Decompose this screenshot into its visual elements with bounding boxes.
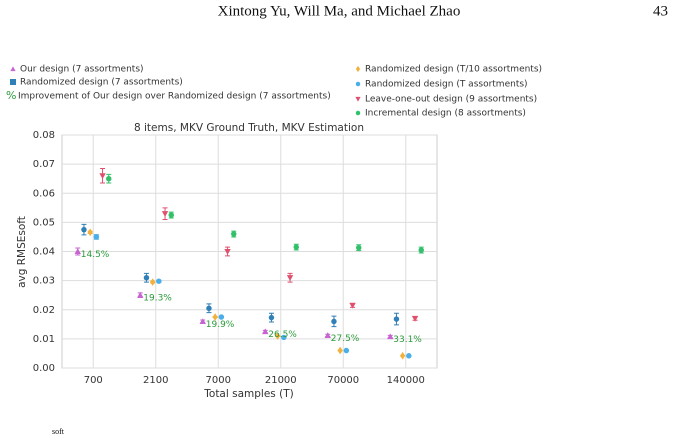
legend-label: Our design (7 assortments) (20, 65, 144, 75)
data-point (231, 231, 237, 237)
data-point (218, 314, 225, 320)
data-point (411, 315, 419, 322)
data-point (199, 318, 206, 324)
legend-marker (10, 79, 16, 85)
y-tick-label: 0.08 (33, 130, 55, 141)
data-point (286, 275, 294, 281)
data-point (400, 351, 406, 360)
legend-label: Leave-one-out design (9 assortments) (365, 95, 537, 105)
data-point (281, 334, 287, 341)
data-point (137, 291, 144, 298)
improvement-annotation: 19.9% (206, 320, 235, 330)
y-tick-label: 0.05 (33, 217, 55, 228)
data-point (331, 318, 337, 325)
data-point (343, 347, 350, 354)
data-point (356, 244, 362, 251)
y-tick-label: 0.03 (33, 276, 55, 287)
x-tick-label: 140000 (387, 375, 425, 386)
data-point (275, 332, 281, 340)
data-point (81, 226, 87, 233)
legend-label: Randomized design (T assortments) (365, 80, 528, 90)
legend-marker (355, 65, 361, 73)
improvement-annotation: 33.1% (393, 335, 422, 345)
data-point (387, 333, 394, 340)
data-point (224, 248, 231, 255)
x-tick-label: 2100 (143, 375, 168, 386)
legend-symbol: % (6, 89, 16, 102)
y-tick-label: 0.07 (33, 159, 55, 170)
data-point (74, 248, 81, 255)
data-point (337, 346, 343, 355)
improvement-annotation: 27.5% (331, 334, 360, 344)
data-point (150, 278, 156, 286)
x-tick-label: 700 (84, 375, 103, 386)
footer-fragment: soft (52, 427, 65, 435)
x-tick-label: 7000 (206, 375, 231, 386)
legend-label: Randomized design (T/10 assortments) (365, 65, 542, 75)
data-point (293, 244, 299, 250)
legend-label: Improvement of Our design over Randomize… (18, 92, 331, 102)
data-point (99, 173, 106, 179)
data-point (156, 278, 162, 284)
data-point (206, 305, 212, 312)
legend-marker (355, 81, 361, 87)
header-authors: Xintong Yu, Will Ma, and Michael Zhao (218, 3, 461, 19)
improvement-annotation: 19.3% (143, 294, 172, 304)
data-point (106, 175, 112, 182)
data-point (87, 228, 93, 237)
data-point (93, 234, 100, 240)
x-axis-label: Total samples (T) (203, 388, 293, 400)
legend-marker (355, 96, 361, 102)
data-point (406, 353, 412, 359)
data-point (143, 274, 150, 281)
y-tick-label: 0.06 (33, 188, 55, 199)
data-point (268, 314, 275, 321)
data-point (418, 247, 424, 253)
legend-label: Incremental design (8 assortments) (365, 109, 526, 119)
y-tick-label: 0.00 (33, 363, 55, 374)
y-tick-label: 0.04 (33, 247, 55, 258)
data-point (324, 332, 331, 338)
y-axis-label: avg RMSEsoft (16, 216, 28, 288)
chart-title: 8 items, MKV Ground Truth, MKV Estimatio… (134, 122, 364, 134)
data-point (212, 313, 218, 321)
data-point (161, 211, 169, 217)
data-point (168, 212, 174, 218)
legend-marker (10, 66, 16, 72)
data-point (393, 316, 400, 322)
page-number: 43 (653, 3, 668, 19)
y-tick-label: 0.02 (33, 305, 55, 316)
x-tick-label: 70000 (327, 375, 359, 386)
data-point (262, 328, 269, 335)
data-point (349, 302, 356, 309)
improvement-annotation: 26.5% (268, 330, 297, 340)
improvement-annotation: 14.5% (81, 250, 110, 260)
legend-label: Randomized design (7 assortments) (20, 78, 183, 88)
x-tick-label: 21000 (265, 375, 297, 386)
legend-marker (355, 110, 361, 116)
y-tick-label: 0.01 (33, 334, 55, 345)
